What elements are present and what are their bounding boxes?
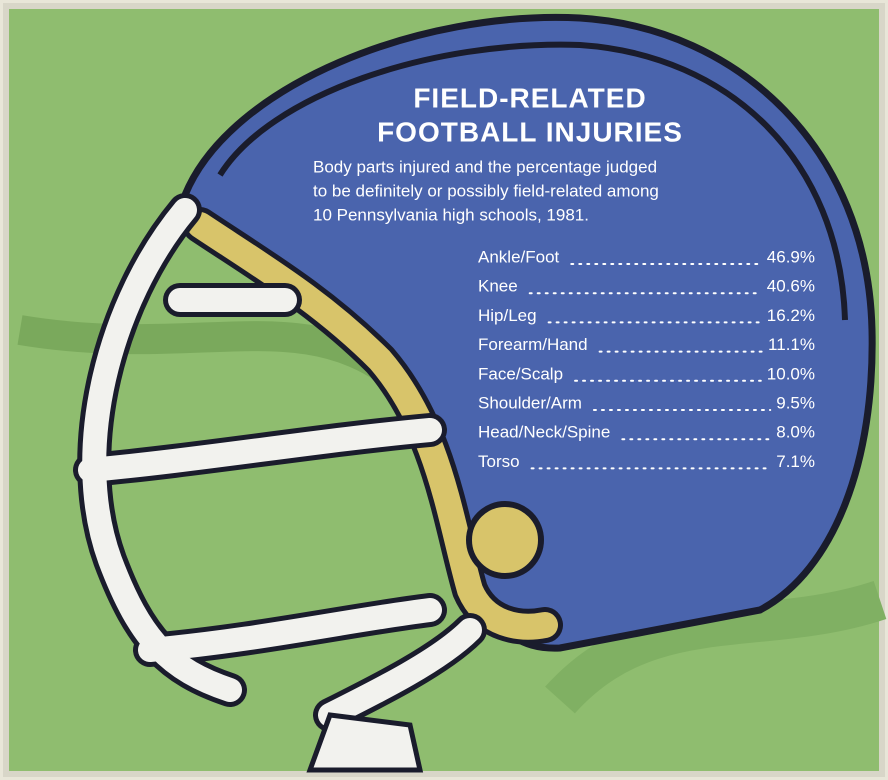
- row-label: Forearm/Hand: [478, 335, 588, 354]
- row-label: Head/Neck/Spine: [478, 423, 610, 442]
- row-value: 16.2%: [767, 306, 815, 325]
- row-label: Ankle/Foot: [478, 247, 560, 266]
- title-line: FOOTBALL INJURIES: [377, 116, 683, 147]
- row-label: Knee: [478, 277, 518, 296]
- ear-hole: [469, 504, 541, 576]
- row-label: Shoulder/Arm: [478, 393, 582, 412]
- row-value: 40.6%: [767, 277, 815, 296]
- infographic: FIELD-RELATED FOOTBALL INJURIES Body par…: [0, 0, 888, 780]
- row-label: Hip/Leg: [478, 306, 537, 325]
- subtitle-line: to be definitely or possibly field-relat…: [313, 181, 659, 200]
- row-value: 10.0%: [767, 364, 815, 383]
- subtitle-line: Body parts injured and the percentage ju…: [313, 157, 657, 176]
- row-value: 11.1%: [768, 335, 815, 354]
- row-label: Torso: [478, 452, 520, 471]
- title-line: FIELD-RELATED: [413, 82, 646, 113]
- row-label: Face/Scalp: [478, 364, 563, 383]
- row-value: 8.0%: [776, 423, 815, 442]
- row-value: 46.9%: [767, 247, 815, 266]
- row-value: 7.1%: [776, 452, 815, 471]
- row-value: 9.5%: [776, 393, 815, 412]
- subtitle-line: 10 Pennsylvania high schools, 1981.: [313, 205, 589, 224]
- chin-strap: [310, 715, 420, 770]
